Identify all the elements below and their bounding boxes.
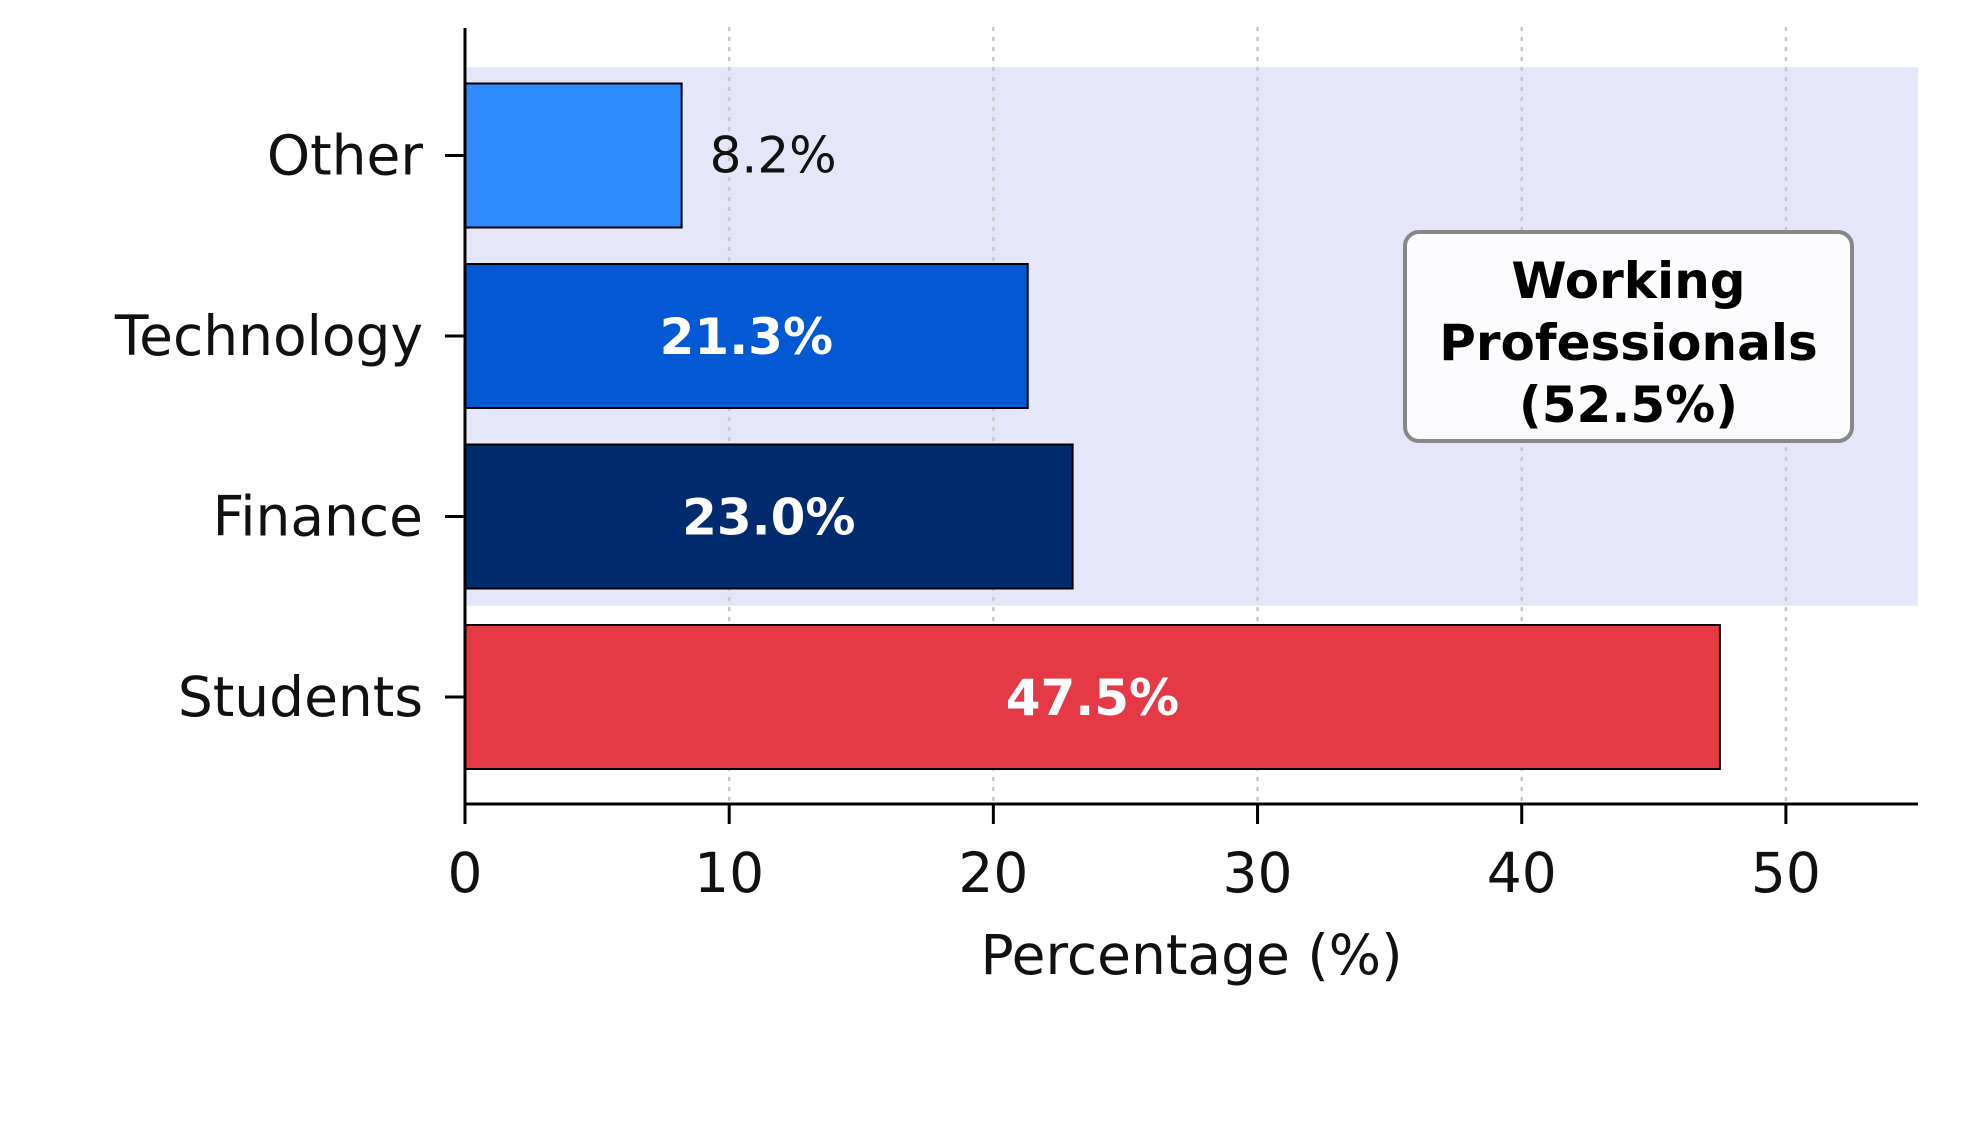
y-tick-label-students: Students [178,665,423,729]
y-tick-label-other: Other [267,124,424,188]
annotation-line-3: (52.5%) [1519,376,1738,434]
y-tick-label-finance: Finance [213,485,423,549]
annotation-line-1: Working [1511,252,1745,310]
bar-finance [464,443,1074,590]
value-label-technology: 21.3% [660,308,833,366]
annotation-line-2: Professionals [1439,314,1818,372]
value-label-finance: 23.0% [682,489,855,547]
bar-technology [464,263,1029,409]
x-tick-label-40: 40 [1487,841,1557,905]
x-tick-label-10: 10 [694,841,764,905]
x-axis-title: Percentage (%) [980,923,1402,987]
x-tick-label-50: 50 [1751,841,1821,905]
x-tick-label-20: 20 [958,841,1028,905]
y-tick-label-technology: Technology [114,304,423,368]
bar-students [464,624,1721,770]
value-label-other: 8.2% [710,127,837,185]
x-tick-label-30: 30 [1223,841,1293,905]
bar-other [464,82,683,229]
x-tick-label-0: 0 [448,841,483,905]
value-label-students: 47.5% [1006,669,1179,727]
annotation-box [1403,230,1854,443]
